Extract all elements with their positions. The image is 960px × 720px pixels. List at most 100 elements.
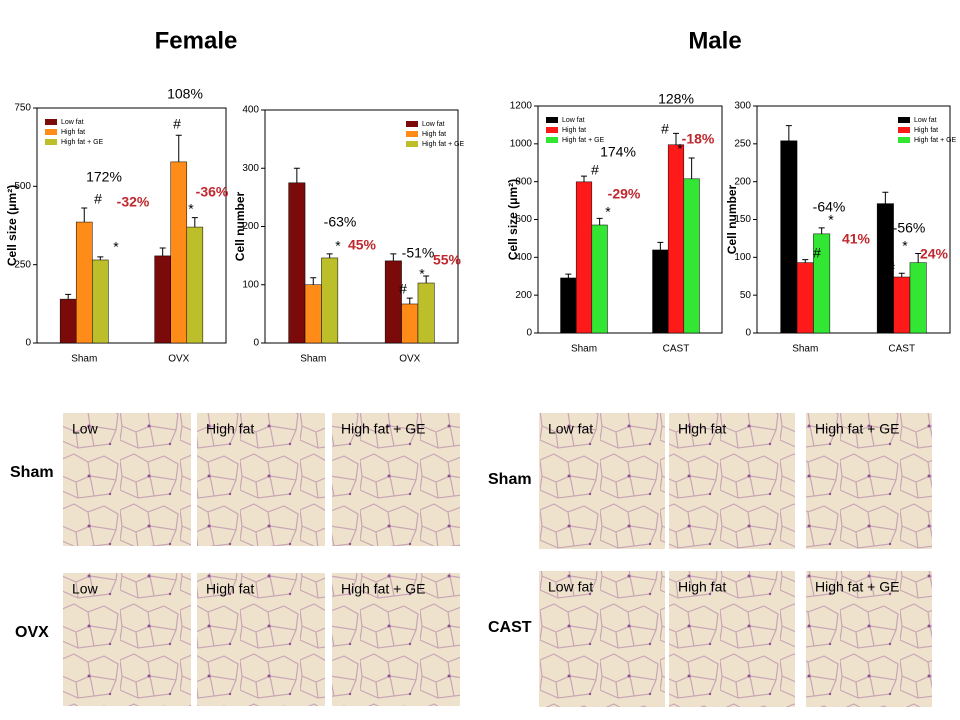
error-bar: [596, 217, 603, 225]
plot-frame: [36, 107, 227, 344]
annotation: #: [591, 162, 599, 178]
legend-label: High fat + GE: [914, 137, 957, 144]
bar: [384, 260, 402, 344]
y-tick-label: 200: [734, 176, 751, 187]
bar: [417, 282, 435, 344]
micrograph-caption: High fat + GE: [341, 421, 425, 437]
micrograph-caption: Low: [72, 421, 99, 437]
x-tick-label: OVX: [399, 354, 420, 365]
micrograph-caption: High fat: [206, 421, 254, 437]
annotation: #: [887, 259, 895, 275]
bar: [560, 277, 577, 334]
y-tick-label: 0: [526, 328, 532, 339]
y-tick-label: 250: [734, 138, 751, 149]
bar: [288, 182, 306, 344]
legend-swatch: [406, 121, 418, 127]
bar: [909, 262, 927, 334]
annotation: -51%: [402, 245, 435, 261]
legend-label: Low fat: [914, 117, 937, 124]
error-bar: [688, 157, 695, 179]
x-tick-label: CAST: [888, 344, 915, 355]
micrograph-caption: High fat + GE: [815, 579, 899, 595]
micrograph-caption: Low fat: [548, 579, 593, 595]
y-tick-label: 0: [745, 328, 751, 339]
annotation: 24%: [920, 246, 949, 262]
error-bar: [673, 132, 679, 145]
error-bar: [581, 175, 587, 182]
annotation: *: [419, 266, 425, 282]
annotation: -64%: [813, 199, 846, 215]
y-tick-label: 600: [515, 214, 532, 225]
error-bar: [390, 253, 397, 261]
annotation: #: [813, 245, 821, 261]
annotation: *: [335, 238, 341, 254]
error-bar: [915, 253, 922, 263]
error-bar: [191, 217, 198, 228]
legend-swatch: [546, 127, 558, 133]
y-tick-label: 250: [14, 259, 31, 270]
bar: [186, 226, 204, 344]
bar: [780, 140, 798, 334]
error-bar: [898, 272, 905, 278]
micrograph: [539, 413, 665, 549]
annotation: -32%: [117, 194, 150, 210]
y-tick-label: 100: [734, 252, 751, 263]
row-label: Sham: [488, 471, 532, 488]
micrograph: [197, 413, 325, 546]
y-tick-label: 400: [515, 252, 532, 263]
micrograph: [539, 571, 665, 707]
error-bar: [310, 277, 317, 285]
bar: [893, 276, 911, 334]
micrograph-caption: High fat: [206, 581, 254, 597]
y-tick-label: 750: [14, 103, 31, 114]
annotation: -36%: [196, 184, 229, 200]
annotation: 174%: [600, 144, 636, 160]
legend-label: High fat + GE: [61, 139, 104, 146]
bar: [667, 144, 685, 334]
panel-heading: Male: [688, 27, 741, 54]
error-bar: [802, 259, 809, 263]
micrograph-caption: High fat + GE: [341, 581, 425, 597]
y-tick-label: 300: [242, 163, 259, 174]
micrograph: [332, 573, 460, 706]
micrograph: [669, 571, 795, 707]
legend-swatch: [546, 137, 558, 143]
annotation: -29%: [608, 186, 641, 202]
y-tick-label: 1200: [510, 101, 533, 112]
error-bar: [423, 275, 430, 284]
bar: [575, 181, 593, 334]
y-axis-label: Cell size (μm²): [5, 185, 19, 266]
bar: [652, 249, 669, 334]
bar: [170, 161, 188, 344]
error-bar: [785, 125, 792, 141]
legend-label: High fat + GE: [422, 141, 465, 148]
micrograph: [806, 413, 932, 549]
y-tick-label: 1000: [510, 138, 533, 149]
annotation: #: [94, 191, 102, 207]
legend-label: High fat: [914, 127, 938, 134]
legend-swatch: [45, 139, 57, 145]
error-bar: [565, 273, 572, 278]
error-bar: [97, 256, 104, 260]
legend-label: High fat: [61, 129, 85, 136]
bar: [75, 221, 93, 344]
y-tick-label: 300: [734, 101, 751, 112]
error-bar: [326, 253, 333, 258]
error-bar: [65, 293, 72, 300]
annotation: *: [828, 212, 834, 228]
y-axis-label: Cell number: [233, 192, 247, 262]
micrograph: [806, 571, 932, 707]
micrograph-caption: High fat: [678, 421, 726, 437]
bar: [401, 303, 419, 344]
y-axis-label: Cell size (μm²): [506, 179, 520, 260]
y-tick-label: 0: [253, 338, 259, 349]
micrograph-caption: High fat + GE: [815, 421, 899, 437]
micrograph-caption: High fat: [678, 579, 726, 595]
bar: [304, 284, 322, 344]
y-tick-label: 800: [515, 176, 532, 187]
y-tick-label: 400: [242, 105, 259, 116]
legend-swatch: [406, 131, 418, 137]
legend-swatch: [406, 141, 418, 147]
